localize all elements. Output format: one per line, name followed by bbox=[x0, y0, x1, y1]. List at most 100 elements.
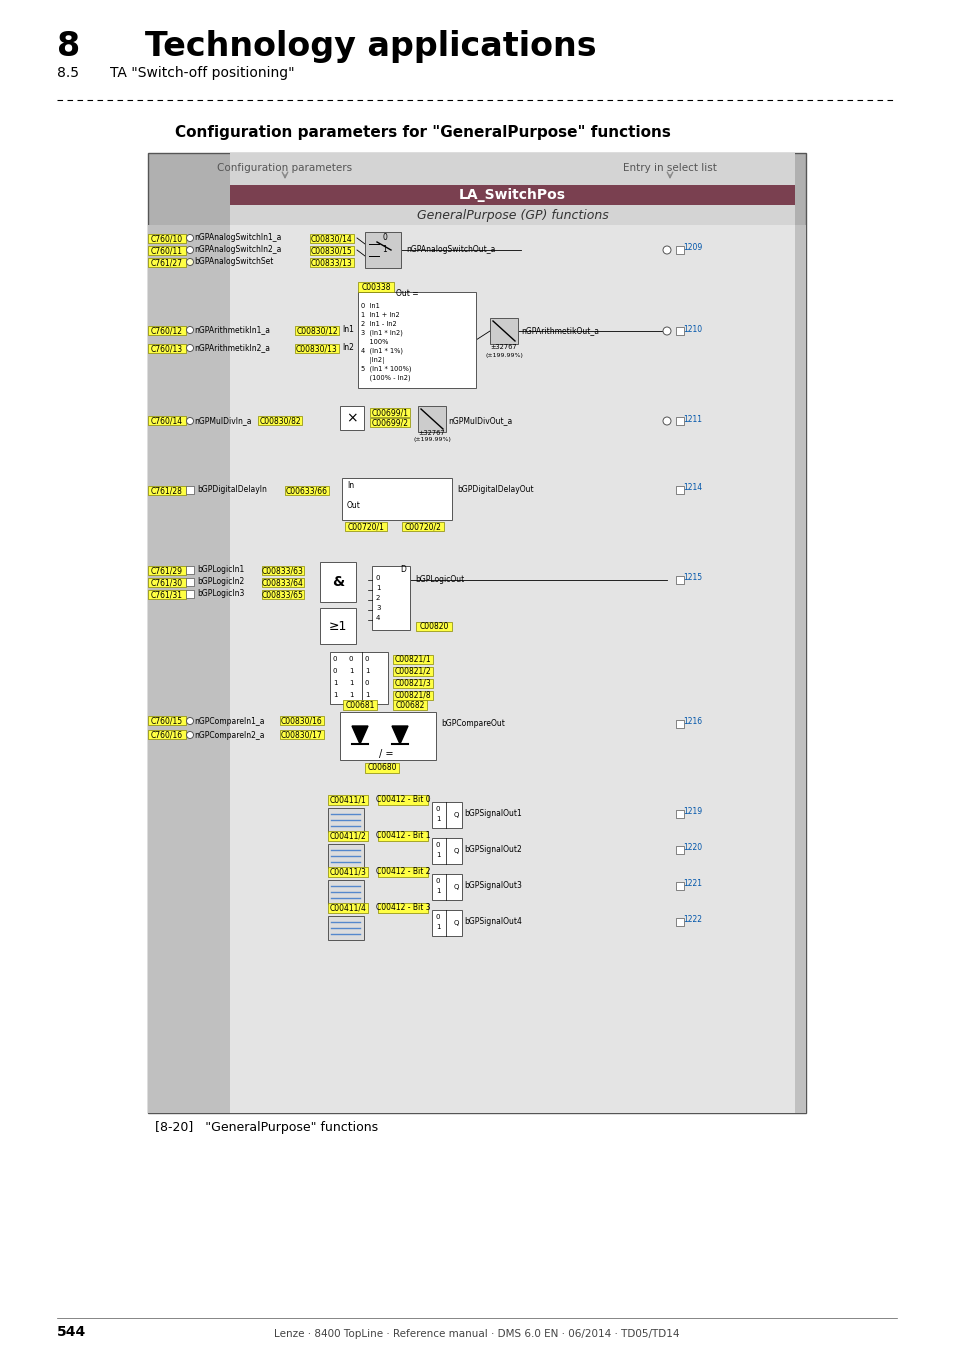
Text: nGPArithmetikOut_a: nGPArithmetikOut_a bbox=[520, 327, 598, 336]
Bar bbox=[319, 562, 355, 602]
Bar bbox=[230, 185, 794, 205]
Text: 0: 0 bbox=[375, 575, 380, 580]
Text: nGPCompareIn2_a: nGPCompareIn2_a bbox=[193, 730, 264, 740]
Text: ≥1: ≥1 bbox=[329, 620, 347, 633]
Text: C00820: C00820 bbox=[419, 622, 448, 630]
Text: LA_SwitchPos: LA_SwitchPos bbox=[458, 188, 565, 202]
Circle shape bbox=[186, 717, 193, 725]
Circle shape bbox=[186, 247, 193, 254]
Text: Entry in select list: Entry in select list bbox=[622, 163, 717, 173]
Text: 0: 0 bbox=[364, 656, 369, 662]
Text: C00821/8: C00821/8 bbox=[395, 691, 431, 701]
Bar bbox=[341, 478, 452, 520]
Text: bGPLogicIn1: bGPLogicIn1 bbox=[196, 566, 244, 575]
Polygon shape bbox=[392, 726, 408, 744]
Bar bbox=[676, 246, 683, 254]
Text: In2: In2 bbox=[341, 343, 354, 352]
Text: (±199.99%): (±199.99%) bbox=[413, 437, 451, 443]
Text: C00833/63: C00833/63 bbox=[262, 566, 304, 575]
Bar bbox=[676, 576, 683, 585]
Text: bGPSignalOut1: bGPSignalOut1 bbox=[463, 810, 521, 818]
Circle shape bbox=[186, 327, 193, 333]
Text: |In2|: |In2| bbox=[360, 356, 384, 363]
Text: bGPLogicOut: bGPLogicOut bbox=[415, 575, 464, 585]
Bar bbox=[328, 844, 364, 868]
Text: nGPAnalogSwitchIn1_a: nGPAnalogSwitchIn1_a bbox=[193, 234, 281, 243]
Text: 0: 0 bbox=[364, 680, 369, 686]
Text: C00830/13: C00830/13 bbox=[295, 344, 337, 352]
Text: C00830/14: C00830/14 bbox=[311, 234, 353, 243]
Bar bbox=[676, 417, 683, 425]
Text: C761/31: C761/31 bbox=[151, 590, 183, 599]
Bar bbox=[432, 910, 461, 936]
Bar bbox=[280, 730, 324, 738]
Text: 100%: 100% bbox=[360, 339, 388, 346]
Text: C00833/64: C00833/64 bbox=[262, 578, 304, 587]
Text: 1210: 1210 bbox=[682, 324, 701, 333]
Text: C00412 - Bit 2: C00412 - Bit 2 bbox=[375, 868, 430, 876]
Text: 1: 1 bbox=[349, 668, 353, 674]
Text: Out: Out bbox=[347, 501, 360, 510]
Text: &: & bbox=[332, 575, 344, 589]
Bar bbox=[257, 416, 302, 425]
Text: 1: 1 bbox=[333, 680, 337, 686]
Text: C760/16: C760/16 bbox=[151, 730, 183, 738]
Bar bbox=[377, 795, 428, 805]
Text: C00720/1: C00720/1 bbox=[347, 522, 384, 531]
Bar bbox=[186, 566, 193, 574]
Text: TA "Switch-off positioning": TA "Switch-off positioning" bbox=[110, 66, 294, 80]
Bar bbox=[280, 716, 324, 725]
Text: C760/12: C760/12 bbox=[151, 325, 183, 335]
Bar bbox=[339, 406, 364, 431]
Bar bbox=[310, 258, 354, 267]
Text: C761/29: C761/29 bbox=[151, 566, 183, 575]
Text: GeneralPurpose (GP) functions: GeneralPurpose (GP) functions bbox=[416, 208, 608, 221]
Bar bbox=[262, 578, 304, 587]
Text: 1: 1 bbox=[436, 852, 440, 859]
Text: 1221: 1221 bbox=[682, 879, 701, 888]
Bar bbox=[330, 652, 388, 703]
Text: C760/14: C760/14 bbox=[151, 416, 183, 425]
Bar bbox=[262, 590, 304, 599]
Bar bbox=[148, 590, 186, 599]
Text: C00412 - Bit 0: C00412 - Bit 0 bbox=[375, 795, 430, 805]
Text: In1: In1 bbox=[341, 325, 354, 335]
Bar bbox=[328, 809, 364, 832]
Text: C00699/1: C00699/1 bbox=[371, 408, 408, 417]
Bar bbox=[310, 246, 354, 255]
Bar bbox=[328, 917, 364, 940]
Bar bbox=[328, 832, 368, 841]
Text: Configuration parameters for "GeneralPurpose" functions: Configuration parameters for "GeneralPur… bbox=[174, 126, 670, 140]
Text: bGPLogicIn3: bGPLogicIn3 bbox=[196, 590, 244, 598]
Text: C761/30: C761/30 bbox=[151, 578, 183, 587]
Bar bbox=[328, 867, 368, 878]
Text: (±199.99%): (±199.99%) bbox=[484, 352, 522, 358]
Bar bbox=[676, 327, 683, 335]
Text: ×: × bbox=[346, 410, 357, 425]
Bar bbox=[432, 838, 461, 864]
Text: 8: 8 bbox=[57, 30, 80, 63]
Bar bbox=[148, 246, 186, 255]
Text: C760/10: C760/10 bbox=[151, 234, 183, 243]
Text: C00633/66: C00633/66 bbox=[286, 486, 328, 495]
Text: 1: 1 bbox=[436, 815, 440, 822]
Text: ±32767: ±32767 bbox=[490, 344, 517, 350]
Circle shape bbox=[662, 327, 670, 335]
Text: C00833/65: C00833/65 bbox=[262, 590, 304, 599]
Text: Out =: Out = bbox=[395, 289, 418, 298]
Bar bbox=[676, 882, 683, 890]
Text: 0  In1: 0 In1 bbox=[360, 302, 379, 309]
Text: bGPDigitalDelayIn: bGPDigitalDelayIn bbox=[196, 486, 267, 494]
Circle shape bbox=[186, 417, 193, 424]
Bar bbox=[417, 406, 446, 432]
Bar bbox=[230, 153, 794, 1112]
Text: D: D bbox=[399, 566, 406, 575]
Text: C00338: C00338 bbox=[361, 282, 391, 292]
Text: nGPArithmetikIn2_a: nGPArithmetikIn2_a bbox=[193, 343, 270, 352]
Text: bGPAnalogSwitchSet: bGPAnalogSwitchSet bbox=[193, 258, 274, 266]
Bar bbox=[401, 522, 443, 531]
Text: nGPCompareIn1_a: nGPCompareIn1_a bbox=[193, 717, 264, 725]
Text: C00682: C00682 bbox=[395, 701, 424, 710]
Text: C00411/4: C00411/4 bbox=[329, 903, 366, 913]
Text: C00830/12: C00830/12 bbox=[295, 325, 337, 335]
